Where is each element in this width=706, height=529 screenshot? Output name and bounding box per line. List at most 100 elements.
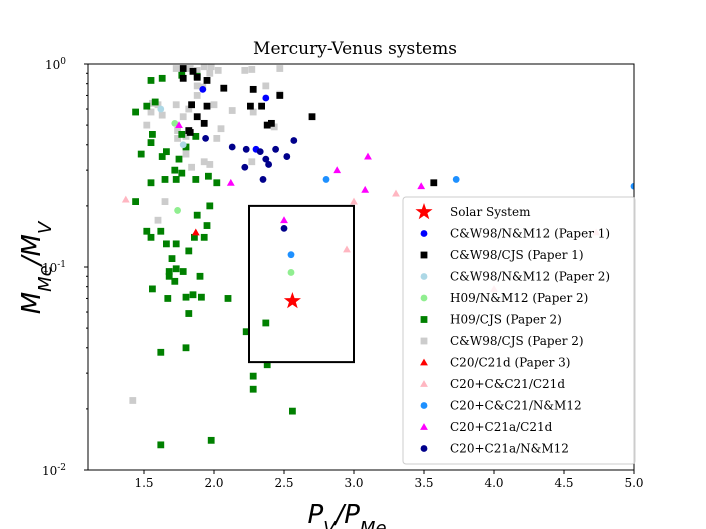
legend-entry: C20+C&C21/N&M12 [450, 399, 582, 413]
x-tick-label: 1.5 [134, 476, 153, 490]
data-point [189, 67, 197, 75]
data-point [630, 182, 634, 190]
data-point [132, 198, 139, 205]
data-point [228, 107, 236, 114]
data-point [200, 233, 208, 241]
legend-marker [420, 423, 428, 430]
data-point [191, 228, 200, 236]
data-point [161, 176, 169, 183]
data-point [174, 135, 181, 142]
data-point [262, 319, 270, 327]
legend-marker [420, 230, 428, 237]
legend-marker [420, 337, 428, 345]
legend-entry: C&W98/CJS (Paper 1) [450, 248, 584, 262]
data-point [200, 64, 208, 71]
data-point [287, 251, 295, 259]
legend-entry: C&W98/CJS (Paper 2) [450, 334, 584, 348]
x-tick-label: 5.0 [624, 476, 643, 490]
data-point [193, 211, 201, 219]
data-point [158, 111, 166, 119]
data-point [154, 216, 162, 224]
data-point [241, 163, 249, 171]
data-point [200, 119, 208, 127]
chart-title: Mercury-Venus systems [253, 39, 457, 59]
data-point [147, 139, 155, 147]
data-point [175, 155, 183, 163]
data-point [165, 268, 173, 275]
data-point [172, 240, 180, 248]
data-point [147, 233, 155, 241]
data-point [361, 185, 370, 193]
data-point [178, 169, 186, 177]
data-point [280, 216, 288, 224]
data-point [188, 101, 195, 109]
data-point [203, 222, 211, 229]
data-point [189, 291, 197, 299]
data-point [276, 65, 284, 72]
data-point [262, 155, 270, 163]
data-point [203, 77, 211, 84]
data-point [179, 268, 187, 275]
data-point [172, 65, 180, 72]
data-point [151, 98, 159, 106]
data-point [263, 361, 271, 369]
axis-ticks: 1.5 2.0 2.5 3.0 3.5 4.0 4.5 5.0 10-2 10-1 100 [42, 57, 644, 490]
legend-marker [420, 294, 428, 302]
data-point [248, 66, 256, 73]
data-point [248, 158, 256, 166]
data-point [149, 130, 156, 138]
data-point [220, 84, 228, 92]
data-point [228, 143, 236, 151]
data-point [249, 108, 257, 116]
data-point [392, 189, 400, 197]
data-point [175, 121, 183, 129]
data-point [200, 158, 208, 166]
data-point [322, 176, 330, 183]
data-point [192, 132, 200, 140]
data-point [182, 293, 190, 301]
x-tick-label: 2.0 [204, 476, 223, 490]
legend-marker [420, 251, 428, 259]
x-tick-label: 4.5 [554, 476, 573, 490]
data-point [149, 285, 156, 293]
y-axis-label: MMe/MV [17, 220, 56, 314]
legend-marker [420, 358, 428, 366]
legend-box [402, 196, 636, 465]
data-point [171, 277, 179, 285]
legend-entry: C20+C21a/N&M12 [450, 442, 569, 456]
data-point [188, 163, 195, 171]
data-point [193, 82, 201, 90]
data-point [179, 141, 187, 149]
data-point [182, 132, 190, 140]
legend-entry: C&W98/N&M12 (Paper 2) [450, 270, 610, 284]
y-tick-label: 10-1 [42, 260, 66, 275]
data-point [213, 135, 221, 142]
data-point [185, 127, 193, 134]
data-point [185, 310, 193, 317]
data-point [158, 74, 166, 82]
data-point [308, 113, 316, 121]
data-point [147, 179, 155, 187]
legend-marker [420, 273, 428, 280]
data-point [178, 130, 186, 138]
data-point [143, 227, 151, 235]
data-point [283, 292, 301, 309]
data-point [226, 178, 235, 186]
data-point [179, 74, 187, 82]
data-point [249, 85, 257, 93]
y-tick-label: 100 [45, 57, 66, 72]
data-point [172, 101, 180, 109]
data-point [165, 272, 173, 280]
data-point [137, 150, 145, 158]
data-point [129, 397, 137, 404]
data-point [158, 153, 166, 160]
data-point [198, 293, 205, 301]
data-point [205, 172, 212, 180]
data-point [259, 176, 267, 183]
data-point [343, 245, 351, 253]
data-point [350, 197, 358, 205]
data-point [191, 233, 198, 241]
legend-marker [420, 445, 428, 452]
data-point [224, 295, 232, 302]
x-axis-label: PV/PMe [307, 500, 386, 529]
